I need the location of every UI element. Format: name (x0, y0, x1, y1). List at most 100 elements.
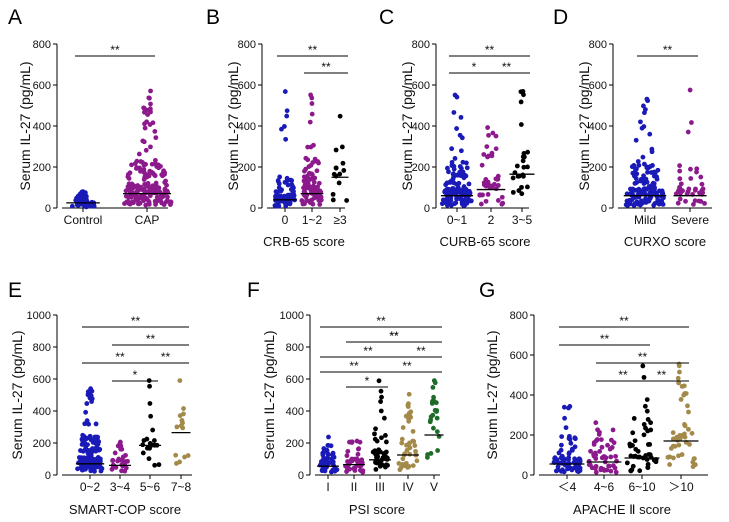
data-point (677, 433, 683, 438)
significance-label: ** (502, 60, 512, 74)
data-point (566, 436, 572, 441)
data-point (653, 459, 659, 465)
data-point (150, 427, 156, 433)
data-point (146, 201, 152, 207)
data-point (481, 152, 487, 157)
data-point (152, 129, 158, 134)
data-point (458, 148, 464, 154)
data-point (641, 103, 646, 109)
data-point (301, 178, 307, 184)
data-point (600, 466, 606, 472)
y-tick-label: 800 (286, 342, 304, 354)
data-point (410, 428, 416, 434)
data-point (677, 163, 682, 169)
y-tick-label: 800 (33, 342, 51, 354)
data-point (631, 416, 637, 421)
significance-label: ** (349, 359, 359, 373)
significance-label: ** (131, 314, 141, 328)
data-point (675, 200, 681, 206)
data-point (154, 194, 160, 200)
y-tick-label: 600 (412, 80, 430, 92)
data-point (667, 454, 673, 460)
data-point (604, 467, 610, 473)
data-point (330, 453, 336, 459)
data-point (158, 163, 163, 169)
data-point (638, 119, 643, 125)
data-point (407, 413, 413, 419)
data-point (311, 179, 317, 185)
data-point (683, 198, 688, 204)
y-axis-label: Serum IL-27 (pg/mL) (17, 61, 33, 190)
x-tick-label: 0 (282, 213, 289, 227)
data-point (671, 455, 676, 461)
data-point (518, 122, 524, 127)
data-point (453, 187, 459, 193)
x-tick-label: 6~10 (628, 480, 655, 494)
data-point (141, 105, 147, 111)
y-axis-label: Serum IL-27 (pg/mL) (576, 61, 592, 190)
data-point (142, 125, 148, 131)
data-point (378, 399, 383, 404)
data-point (647, 131, 653, 137)
significance-label: ** (402, 359, 412, 373)
significance-label: ** (619, 314, 629, 328)
data-point (521, 92, 526, 98)
data-point (650, 163, 655, 168)
data-point (334, 467, 340, 473)
data-point (632, 438, 638, 444)
data-point (345, 466, 350, 472)
data-point (311, 187, 317, 193)
data-point (648, 420, 654, 426)
data-point (412, 443, 418, 448)
data-point (560, 467, 565, 473)
y-tick-label: 600 (510, 350, 528, 362)
data-point (333, 147, 339, 153)
y-tick-label: 600 (286, 374, 304, 386)
significance-label: ** (389, 329, 399, 343)
data-point (354, 456, 360, 462)
data-point (485, 154, 490, 160)
data-point (606, 463, 612, 469)
y-tick-label: 0 (45, 203, 51, 215)
x-axis-label: PSI score (349, 502, 405, 517)
data-point (608, 454, 614, 460)
data-point (445, 165, 450, 171)
data-point (428, 414, 434, 420)
x-tick-label: V (430, 480, 438, 494)
data-point (276, 203, 282, 209)
data-point (649, 149, 655, 155)
data-point (341, 168, 347, 173)
data-point (303, 185, 309, 191)
data-point (678, 397, 684, 402)
data-point (640, 154, 646, 160)
data-point (451, 171, 456, 177)
data-point (553, 468, 559, 474)
y-axis-label: Serum IL-27 (pg/mL) (484, 330, 500, 459)
data-point (510, 175, 516, 181)
data-point (693, 186, 698, 192)
y-tick-label: 200 (412, 162, 430, 174)
data-point (646, 184, 652, 189)
data-point (152, 157, 158, 163)
data-point (153, 135, 159, 141)
data-point (308, 176, 314, 182)
significance-label: ** (308, 43, 318, 57)
data-point (577, 457, 583, 462)
data-point (632, 201, 638, 206)
data-point (599, 455, 605, 461)
data-point (373, 426, 378, 432)
data-point (125, 172, 131, 177)
significance-label: ** (389, 329, 399, 343)
data-point (309, 101, 315, 106)
data-point (128, 194, 134, 200)
data-point (159, 172, 165, 178)
data-point (400, 425, 406, 430)
data-point (142, 121, 147, 127)
data-point (316, 180, 322, 186)
y-tick-label: 200 (33, 438, 51, 450)
data-point (635, 448, 641, 454)
data-point (75, 466, 80, 472)
data-point (88, 393, 94, 399)
data-point (144, 174, 150, 180)
